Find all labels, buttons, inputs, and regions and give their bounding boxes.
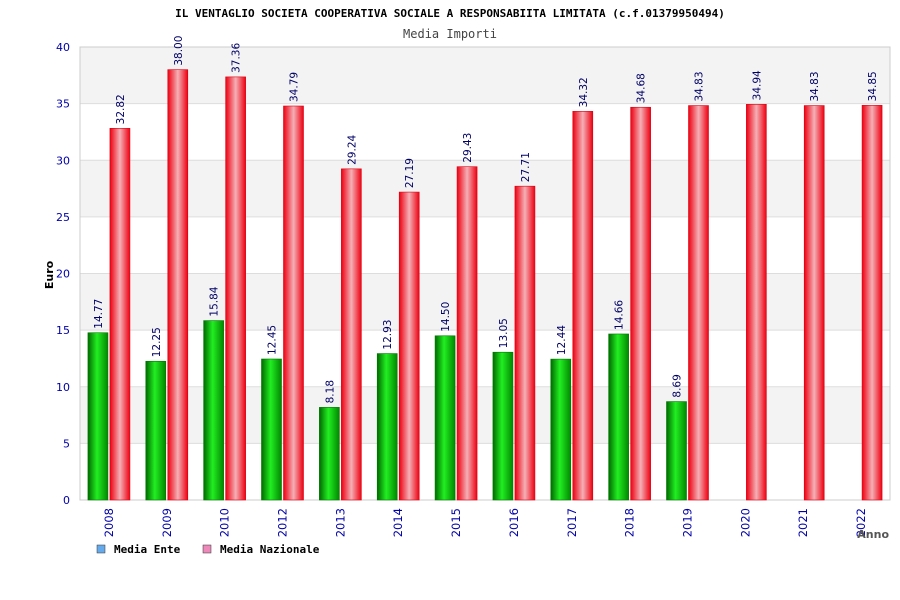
- plot-band: [80, 160, 890, 217]
- y-tick-label: 10: [56, 381, 70, 394]
- bar-value-label: 8.18: [324, 380, 336, 403]
- x-tick-label: 2012: [276, 508, 290, 537]
- x-tick-label: 2015: [449, 508, 463, 537]
- x-axis-label: Anno: [857, 528, 889, 541]
- y-tick-label: 20: [56, 268, 70, 281]
- legend: Media Ente Media Nazionale: [96, 543, 320, 556]
- bar-media-nazionale-2010: [225, 76, 246, 501]
- x-tick-label: 2010: [218, 508, 232, 537]
- bar-value-label: 12.45: [267, 325, 279, 355]
- bar-value-label: 34.83: [694, 71, 706, 101]
- bar-value-label: 34.94: [751, 70, 763, 100]
- x-tick-label: 2021: [796, 508, 810, 537]
- bar-value-label: 12.44: [556, 325, 568, 355]
- bar-media-nazionale-2013: [341, 168, 362, 501]
- x-tick-label: 2016: [507, 508, 521, 537]
- bar-media-ente-2016: [492, 351, 514, 501]
- x-tick-label: 2019: [681, 508, 695, 537]
- x-tick-label: 2018: [623, 508, 637, 537]
- bar-value-label: 27.71: [520, 152, 532, 182]
- bar-media-nazionale-2018: [630, 106, 651, 501]
- bar-media-ente-2010: [203, 320, 224, 501]
- bar-media-nazionale-2019: [688, 105, 709, 501]
- bar-media-ente-2009: [145, 360, 167, 501]
- plot-frame: [79, 46, 891, 501]
- bar-value-label: 38.00: [173, 36, 185, 66]
- bar-value-label: 34.83: [809, 71, 821, 101]
- bar-media-ente-2018: [608, 333, 629, 501]
- x-tick-label: 2013: [333, 508, 347, 537]
- bar-media-ente-2013: [319, 407, 340, 501]
- x-tick-label: 2022: [854, 508, 868, 537]
- legend-label-media-ente: Media Ente: [114, 543, 181, 556]
- bar-value-label: 27.19: [404, 158, 416, 188]
- x-tick-label: 2020: [738, 508, 752, 537]
- legend-label-media-nazionale: Media Nazionale: [220, 543, 320, 556]
- plot-band: [80, 216, 890, 274]
- y-axis: 0 5 10 15 20 25 30 35 40: [56, 41, 70, 507]
- bar-media-nazionale-2012: [283, 105, 304, 501]
- bar-media-ente-2008: [87, 332, 109, 501]
- bar-media-ente-2015: [434, 335, 456, 501]
- bar-value-label: 34.85: [867, 71, 879, 101]
- plot-band: [80, 443, 890, 500]
- bar-value-label: 34.79: [289, 72, 301, 102]
- bar-value-label: 34.32: [578, 77, 590, 107]
- bar-value-label: 34.68: [636, 73, 648, 103]
- bar-value-label: 37.36: [231, 43, 243, 73]
- bar-value-label: 12.93: [382, 320, 394, 350]
- plot-band: [80, 103, 890, 161]
- bar-media-nazionale-2016: [514, 185, 536, 501]
- bar-media-ente-2017: [550, 358, 572, 501]
- bar-value-label: 14.66: [614, 300, 626, 330]
- chart-subtitle: Media Importi: [403, 27, 497, 41]
- bar-media-ente-2012: [261, 358, 282, 501]
- bar-value-label: 12.25: [151, 327, 163, 357]
- x-tick-label: 2009: [160, 508, 174, 537]
- bar-media-nazionale-2021: [803, 105, 825, 501]
- y-tick-label: 5: [63, 437, 70, 450]
- y-tick-label: 25: [56, 211, 70, 224]
- x-tick-label: 2017: [565, 508, 579, 537]
- bar-series: 14.77 32.82 12.25 38.00 15.84 37.36 12.45 34.79…: [87, 36, 883, 501]
- bar-value-label: 15.84: [209, 286, 221, 316]
- bar-media-nazionale-2014: [398, 191, 420, 501]
- bar-media-ente-2019: [666, 401, 687, 501]
- chart-title: IL VENTAGLIO SOCIETA COOPERATIVA SOCIALE…: [175, 7, 725, 20]
- x-axis: 2008 2009 2010 2012 2013 2014 2015 2016 2017 2018…: [102, 508, 868, 537]
- bar-value-label: 29.24: [346, 134, 358, 164]
- legend-swatch-media-nazionale: [202, 544, 212, 554]
- bar-media-ente-2014: [376, 353, 398, 501]
- legend-swatch-media-ente: [96, 544, 106, 554]
- y-tick-label: 40: [56, 41, 70, 54]
- bar-value-label: 14.50: [440, 302, 452, 332]
- bar-value-label: 29.43: [462, 133, 474, 163]
- y-tick-label: 0: [63, 494, 70, 507]
- x-tick-label: 2008: [102, 508, 116, 537]
- bar-media-nazionale-2009: [167, 69, 189, 501]
- bar-value-label: 8.69: [672, 374, 684, 397]
- plot-band: [80, 47, 890, 104]
- y-tick-label: 30: [56, 154, 70, 167]
- bar-media-nazionale-2020: [746, 104, 767, 501]
- bar-value-label: 14.77: [93, 299, 105, 329]
- y-axis-label: Euro: [43, 260, 56, 289]
- plot-band: [80, 273, 890, 331]
- bar-media-nazionale-2015: [456, 166, 478, 501]
- bar-media-nazionale-2008: [109, 128, 131, 501]
- plot-band: [80, 330, 890, 387]
- plot-band: [80, 386, 890, 444]
- x-tick-label: 2014: [391, 508, 405, 537]
- y-tick-label: 15: [56, 324, 70, 337]
- y-tick-label: 35: [56, 98, 70, 111]
- bar-media-nazionale-2022: [861, 105, 883, 501]
- bar-value-label: 32.82: [115, 94, 127, 124]
- bar-media-nazionale-2017: [572, 111, 594, 501]
- bar-value-label: 13.05: [498, 318, 510, 348]
